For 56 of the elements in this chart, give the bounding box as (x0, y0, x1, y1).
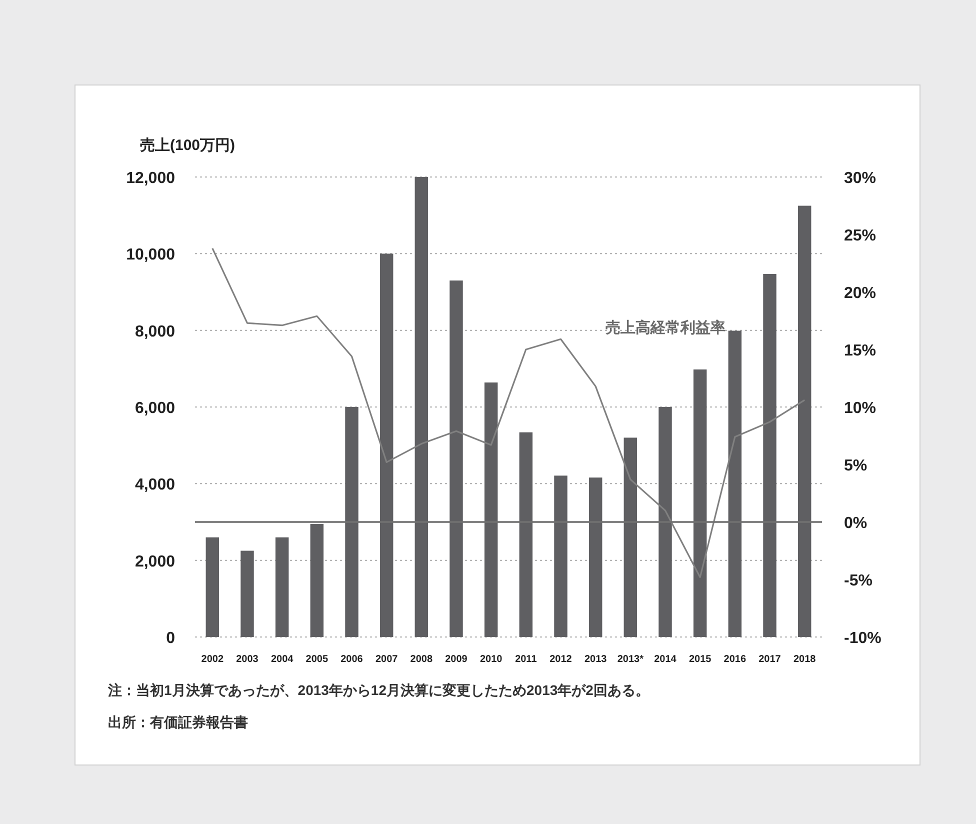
bar (519, 432, 533, 637)
x-tick-label: 2005 (306, 654, 328, 665)
y2-tick-label: 5% (844, 458, 868, 474)
bar (658, 407, 672, 637)
bar (554, 476, 568, 637)
bar (798, 206, 812, 637)
y-tick-label: 8,000 (134, 323, 176, 340)
y2-tick-label: 20% (844, 285, 876, 302)
bar (484, 382, 498, 637)
x-tick-label: 2017 (758, 654, 782, 665)
x-tick-label: 2018 (793, 654, 816, 665)
y-tick-label: 0 (166, 630, 176, 647)
y-tick-label: 10,000 (126, 246, 176, 264)
x-tick-label: 2015 (688, 654, 712, 665)
x-tick-label: 2013* (617, 654, 644, 665)
bar (206, 537, 220, 637)
y-tick-label: 4,000 (134, 476, 176, 494)
bar (763, 274, 776, 637)
x-tick-label: 2013 (584, 654, 608, 665)
text: 売上高経常利益率 (605, 318, 726, 336)
y2-tick-label: 30% (844, 170, 876, 187)
bar (275, 537, 289, 637)
y-tick-label: 6,000 (134, 400, 176, 417)
x-tick-label: 2007 (375, 654, 398, 665)
x-tick-label: 2011 (515, 654, 538, 665)
y-axis-title: 売上(100万円) (140, 137, 236, 154)
bar (240, 550, 254, 637)
bar (345, 407, 358, 637)
text: 注：当初1月決算であったが、2013年から12月決算に変更したため2013年が2回ある。 (107, 682, 650, 698)
bar (624, 438, 638, 637)
y-tick-label: 2,000 (134, 553, 176, 570)
x-tick-label: 2016 (724, 654, 746, 665)
x-tick-label: 2003 (236, 654, 259, 665)
y2-tick-label: 10% (844, 400, 876, 417)
y2-tick-label: -10% (844, 630, 882, 647)
bar (380, 254, 394, 637)
x-tick-label: 2002 (201, 654, 224, 665)
y2-tick-label: 25% (844, 228, 876, 244)
x-tick-label: 2014 (654, 654, 677, 665)
x-tick-label: 2010 (480, 654, 503, 665)
x-tick-label: 2004 (270, 654, 294, 665)
bar (728, 330, 742, 637)
bar (414, 177, 428, 637)
x-tick-label: 2006 (340, 654, 364, 665)
bar (310, 524, 324, 637)
bar (450, 280, 463, 637)
y-tick-label: 12,000 (126, 170, 176, 187)
y2-tick-label: -5% (844, 572, 872, 590)
y2-tick-label: 0% (844, 515, 868, 532)
x-tick-label: 2012 (550, 654, 572, 665)
text: 出所：有価証券報告書 (108, 714, 248, 730)
bar (693, 369, 707, 637)
y2-tick-label: 15% (844, 342, 876, 360)
x-tick-label: 2008 (410, 654, 433, 665)
bar (588, 478, 602, 637)
x-tick-label: 2009 (445, 654, 468, 665)
